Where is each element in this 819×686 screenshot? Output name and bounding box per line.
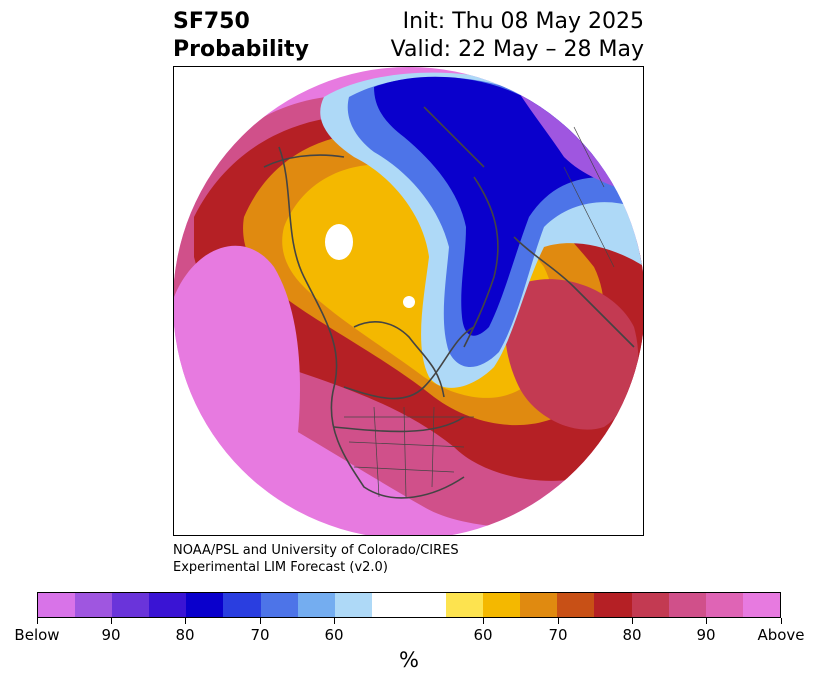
- colorbar-segment: [742, 593, 780, 617]
- colorbar-segment: [334, 593, 372, 617]
- colorbar-segment: [520, 593, 558, 617]
- credit-line-1: NOAA/PSL and University of Colorado/CIRE…: [173, 543, 459, 558]
- colorbar-tick: [111, 618, 112, 624]
- colorbar-unit: %: [399, 648, 419, 672]
- plot-title-left: SF750 Probability: [173, 8, 309, 64]
- colorbar-segment: [297, 593, 335, 617]
- plot-title-right: Init: Thu 08 May 2025 Valid: 22 May – 28…: [391, 8, 644, 64]
- colorbar-tick: [558, 618, 559, 624]
- colorbar-segment: [260, 593, 298, 617]
- variable-title: SF750: [173, 9, 250, 34]
- probability-field: [174, 67, 643, 535]
- colorbar-segment: [705, 593, 743, 617]
- colorbar-tick: [781, 618, 782, 624]
- colorbar-segment: [112, 593, 150, 617]
- valid-range: Valid: 22 May – 28 May: [390, 37, 644, 62]
- colorbar-segment: [594, 593, 632, 617]
- field-neutral-patch: [325, 224, 353, 260]
- colorbar-segment: [371, 593, 447, 617]
- coastlines: [263, 106, 635, 499]
- variable-subtitle: Probability: [173, 37, 309, 62]
- colorbar-segment: [75, 593, 113, 617]
- colorbar-segment: [446, 593, 484, 617]
- credit-text: NOAA/PSL and University of Colorado/CIRE…: [173, 542, 459, 576]
- colorbar-tick-label: 80: [622, 626, 642, 644]
- forecast-map: [173, 66, 644, 536]
- colorbar-tick-label: 70: [548, 626, 568, 644]
- colorbar-tick: [260, 618, 261, 624]
- colorbar-tick-label: 60: [324, 626, 344, 644]
- colorbar-tick: [185, 618, 186, 624]
- credit-line-2: Experimental LIM Forecast (v2.0): [173, 560, 388, 575]
- colorbar-tick: [483, 618, 484, 624]
- field-neutral-dot: [403, 296, 415, 308]
- colorbar-segment: [557, 593, 595, 617]
- colorbar-tick: [334, 618, 335, 624]
- colorbar-tick-label: 80: [175, 626, 195, 644]
- colorbar-tick: [706, 618, 707, 624]
- map-svg: [174, 67, 643, 535]
- colorbar-tick-label: Below: [14, 626, 60, 644]
- colorbar-tick-label: Above: [757, 626, 805, 644]
- colorbar: [37, 592, 781, 618]
- init-date: Init: Thu 08 May 2025: [402, 9, 644, 34]
- colorbar-segment: [223, 593, 261, 617]
- colorbar-segment: [483, 593, 521, 617]
- colorbar-tick-label: 90: [696, 626, 716, 644]
- colorbar-tick-label: 60: [473, 626, 493, 644]
- colorbar-tick-label: 90: [101, 626, 121, 644]
- colorbar-tick-label: 70: [250, 626, 270, 644]
- borders: [344, 126, 615, 498]
- colorbar-segment: [631, 593, 669, 617]
- colorbar-tick: [37, 618, 38, 624]
- colorbar-segment: [149, 593, 187, 617]
- colorbar-segment: [668, 593, 706, 617]
- colorbar-tick: [632, 618, 633, 624]
- colorbar-segment: [186, 593, 224, 617]
- field-above-pacific: [174, 245, 300, 515]
- colorbar-segment: [38, 593, 76, 617]
